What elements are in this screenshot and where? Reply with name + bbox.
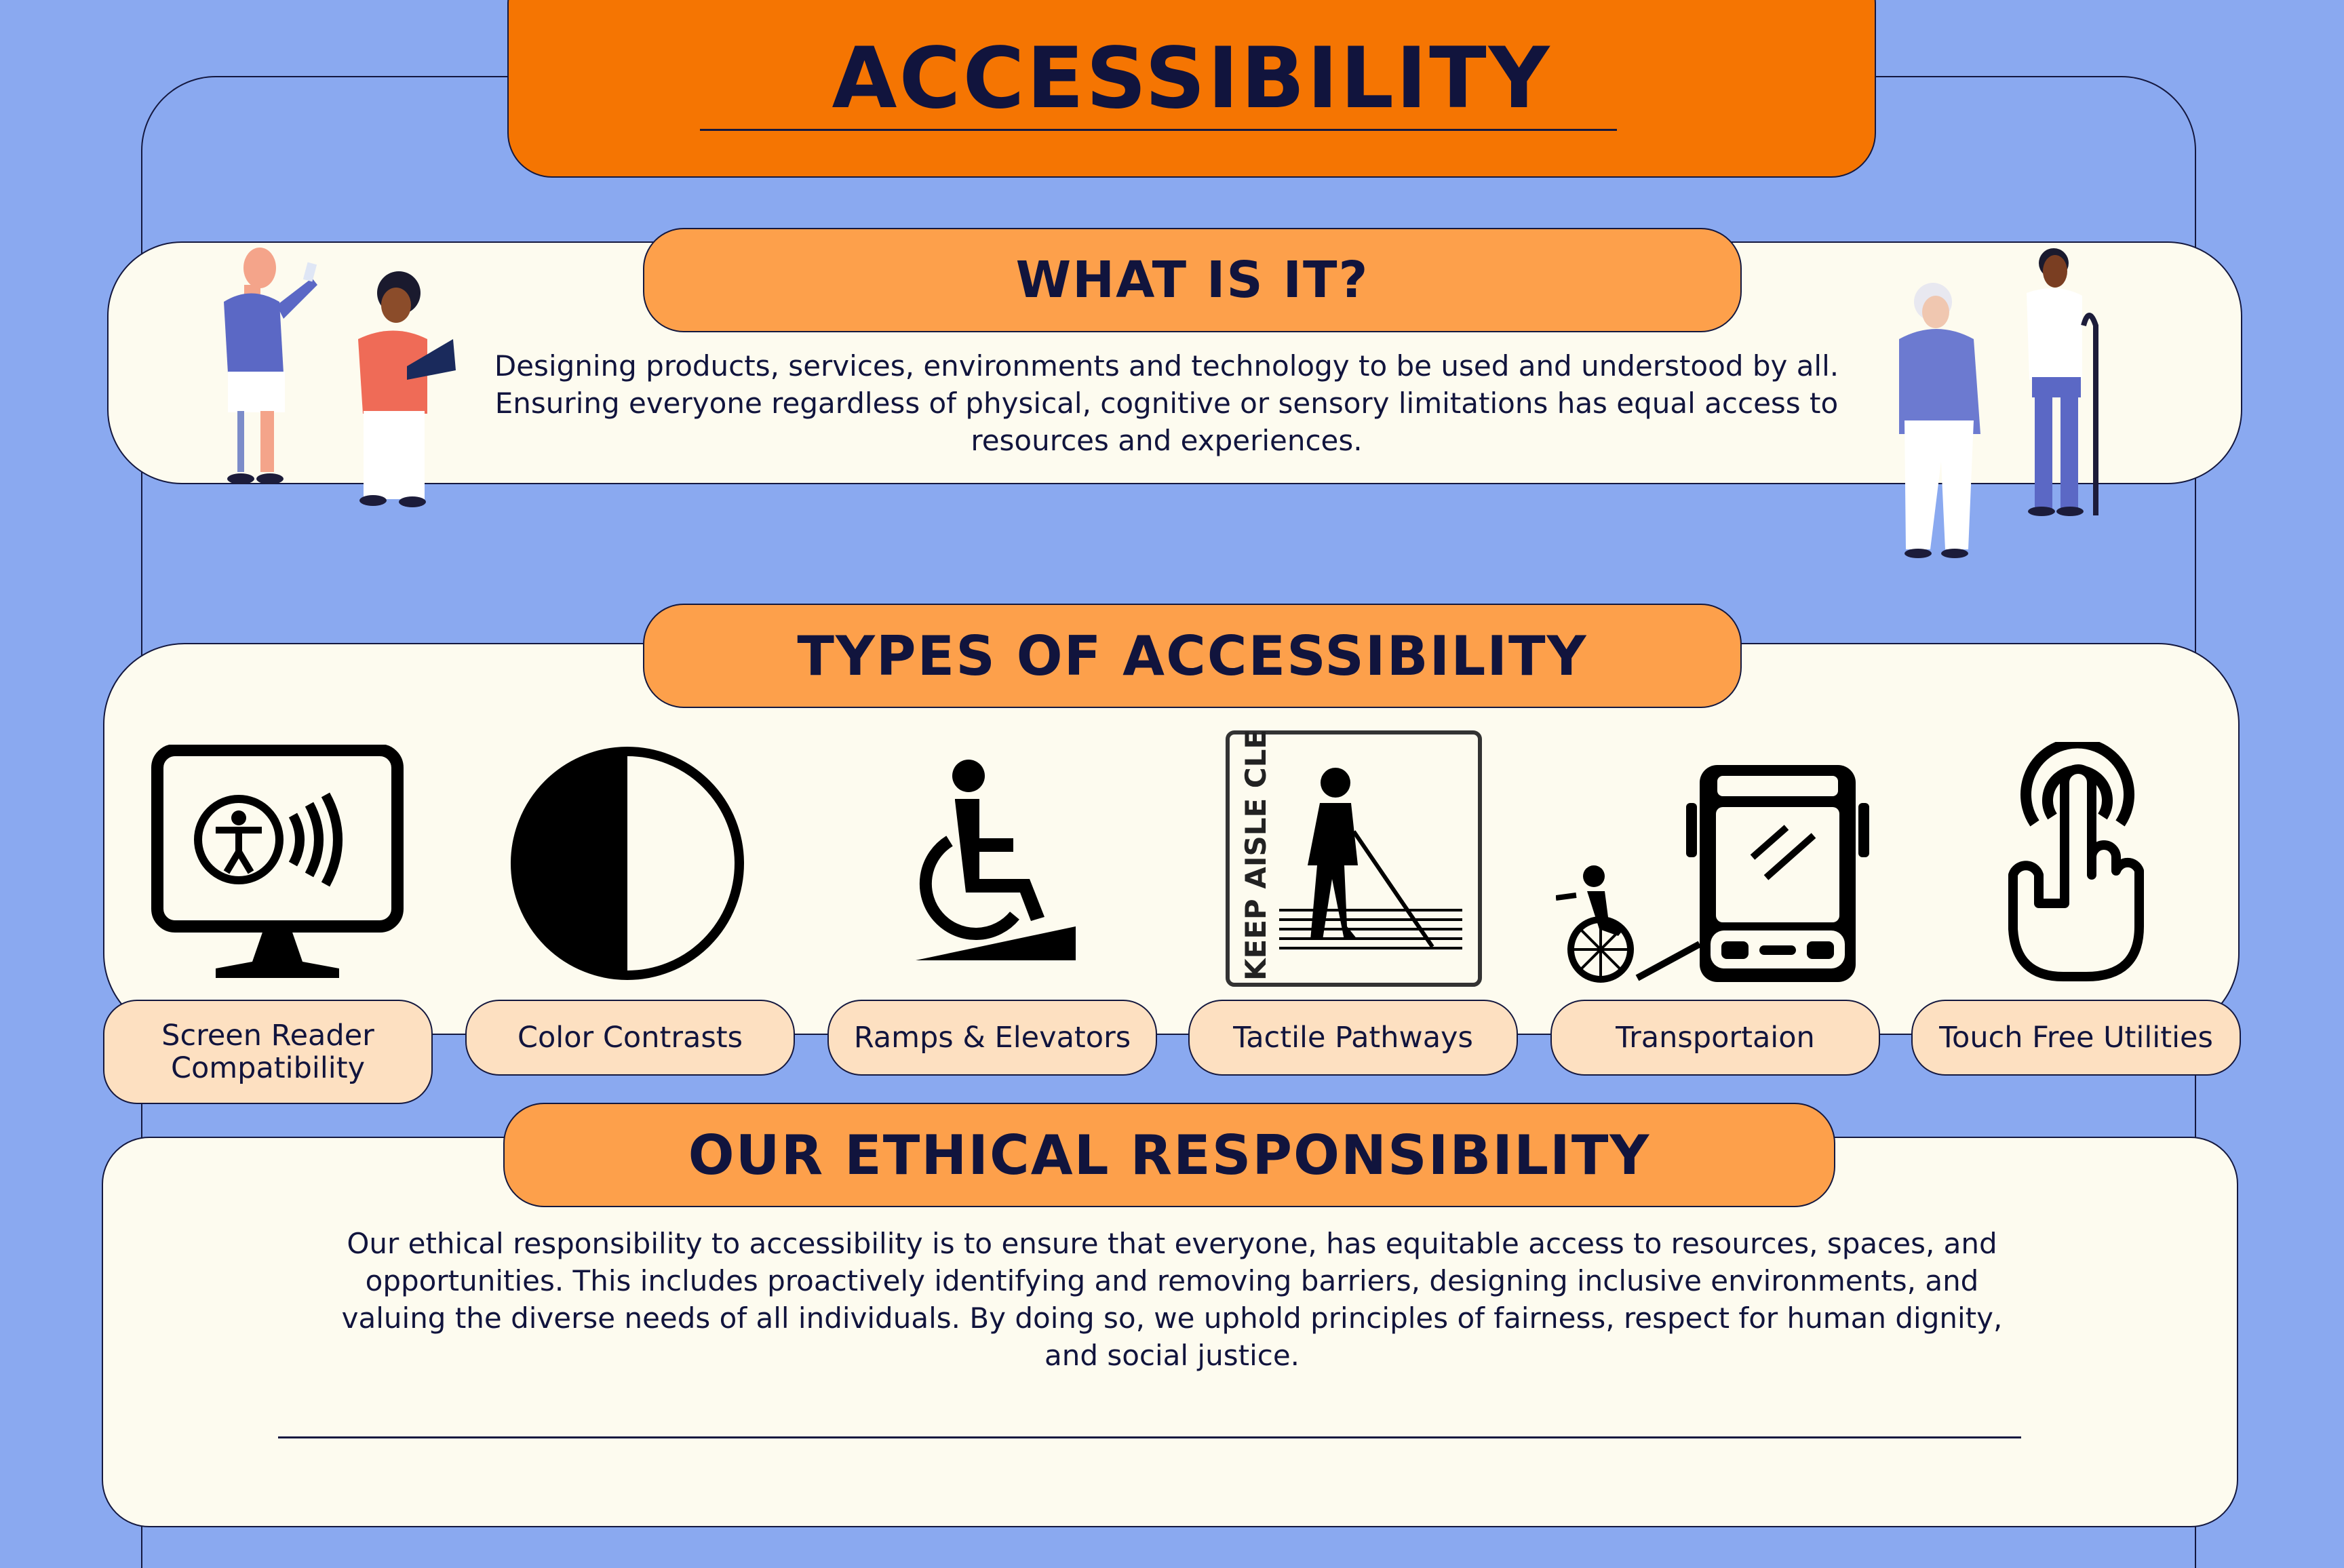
bottom-divider [278,1436,2021,1438]
ethics-text: Our ethical responsibility to accessibil… [341,1227,2003,1372]
keep-aisle-clear-text: KEEP AISLE CLEAR [1239,730,1272,981]
person-with-cane-icon [2027,248,2098,516]
page-title: ACCESSIBILITY [832,30,1552,128]
person-with-laptop-icon [358,271,456,507]
people-right-illustration [1899,248,2098,558]
wheelchair-ramp-icon [916,760,1076,960]
tactile-pathway-sign-icon: KEEP AISLE CLEAR [1226,730,1482,987]
label-touch-free: Touch Free Utilities [1911,1000,2241,1076]
older-person-icon [1899,283,1980,558]
types-panel [103,643,2240,1035]
contrast-icon [511,747,744,980]
label-color-contrasts: Color Contrasts [465,1000,795,1076]
people-left-illustration [224,248,456,507]
label-screen-reader: Screen Reader Compatibility [103,1000,433,1104]
label-transportation: Transportaion [1550,1000,1880,1076]
label-tactile-pathways: Tactile Pathways [1188,1000,1518,1076]
what-is-it-heading: WHAT IS IT? [643,228,1742,332]
what-is-it-text: Designing products, services, environmen… [494,349,1839,457]
ethics-heading: OUR ETHICAL RESPONSIBILITY [503,1103,1835,1207]
person-with-phone-icon [224,248,317,484]
accessible-bus-icon [1556,765,1869,983]
touch-free-icon [2008,742,2144,981]
title-underline [700,129,1617,131]
label-ramps-elevators: Ramps & Elevators [827,1000,1157,1076]
types-heading: TYPES OF ACCESSIBILITY [643,604,1742,708]
title-banner [507,0,1876,178]
screen-reader-icon [151,745,404,978]
